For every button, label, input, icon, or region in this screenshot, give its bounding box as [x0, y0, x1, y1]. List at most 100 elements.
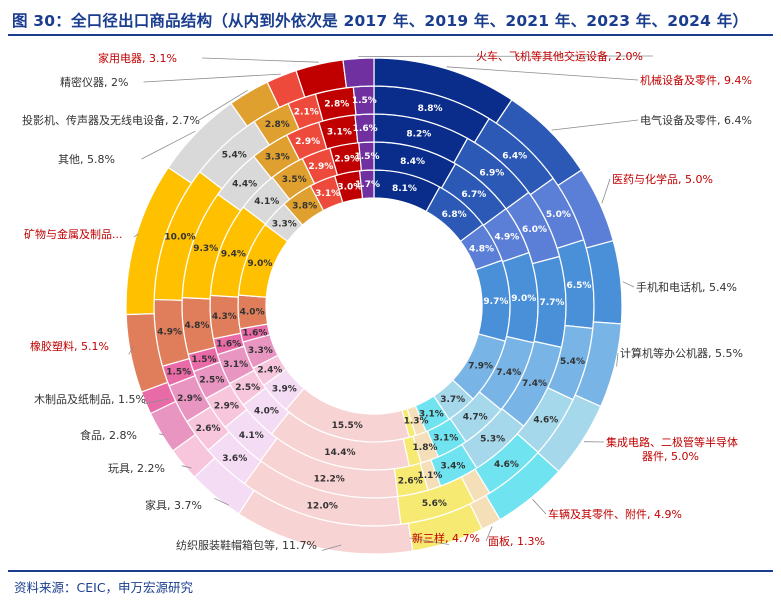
ring-3-label-cat-14: 4.8% — [185, 321, 210, 331]
ring-2-label-cat-17: 3.5% — [282, 175, 307, 185]
ring-1-label-cat-12: 3.3% — [248, 346, 273, 356]
category-label-cat-11: 玩具, 2.2% — [108, 462, 165, 475]
ring-5-segment-cat-20 — [342, 57, 375, 89]
ring-2-label-cat-4: 7.4% — [496, 368, 521, 378]
chart-title: 图 30：全口径出口商品结构（从内到外依次是 2017 年、2019 年、202… — [12, 12, 749, 30]
category-label-cat-16: 其他, 5.8% — [58, 153, 115, 166]
source-rule — [8, 570, 773, 572]
leader-line-cat-0 — [446, 66, 639, 81]
ring-4-label-cat-6: 4.6% — [494, 460, 519, 470]
category-label-cat-8: 新三样, 4.7% — [412, 531, 480, 545]
ring-2-label-cat-14: 4.3% — [212, 312, 237, 322]
leader-line-cat-19 — [201, 57, 319, 63]
ring-1-label-cat-2: 4.8% — [469, 244, 494, 254]
ring-3-label-cat-13: 1.5% — [192, 355, 217, 365]
ring-4-label-cat-2: 5.0% — [546, 210, 571, 220]
ring-3-label-cat-15: 9.3% — [193, 244, 218, 254]
ring-3-label-cat-10: 4.1% — [239, 431, 264, 441]
leader-line-cat-18 — [143, 73, 281, 83]
leader-line-cat-11 — [181, 465, 192, 469]
leader-line-cat-15 — [133, 233, 139, 238]
category-label-cat-18: 精密仪器, 2% — [60, 75, 128, 89]
ring-4-label-cat-12: 2.9% — [177, 394, 202, 404]
leader-line-cat-14 — [128, 345, 135, 355]
ring-3-label-cat-7: 1.1% — [417, 471, 442, 481]
category-label-layer: 机械设备及零件, 9.4% 电气设备及零件, 6.4% 医药与化学品, 5.0% 手机… — [22, 49, 752, 552]
ring-2-label-cat-10: 4.0% — [254, 407, 279, 417]
ring-2-label-cat-0: 8.4% — [400, 157, 425, 167]
ring-2-label-cat-19: 2.9% — [334, 155, 359, 165]
ring-1-label-cat-16: 3.3% — [272, 219, 297, 229]
ring-2-label-cat-1: 6.7% — [461, 190, 486, 200]
ring-3-label-cat-20: 1.6% — [353, 124, 378, 134]
category-label-cat-5: 集成电路、二极管等半导体器件, 5.0% — [606, 435, 738, 463]
title-bar: 图 30：全口径出口商品结构（从内到外依次是 2017 年、2019 年、202… — [8, 6, 773, 36]
segment-label-layer: 8.1%6.8%4.8%9.7%7.9%3.7%3.1%1.3%15.5%3.9… — [157, 96, 591, 511]
leader-line-cat-10 — [214, 497, 229, 506]
ring-2-label-cat-9: 14.4% — [324, 448, 355, 458]
ring-3-label-cat-2: 6.0% — [522, 225, 547, 235]
ring-1-label-cat-1: 6.8% — [442, 210, 467, 220]
ring-3-label-cat-17: 3.3% — [265, 153, 290, 163]
ring-2-label-cat-5: 4.7% — [463, 413, 488, 423]
ring-4-label-cat-16: 5.4% — [222, 151, 247, 161]
leader-line-cat-1 — [551, 119, 639, 131]
ring-1-label-cat-11: 2.4% — [257, 366, 282, 376]
leader-line-layer — [128, 55, 654, 551]
ring-1-label-cat-14: 4.0% — [240, 307, 265, 317]
leader-line-cat-2 — [601, 178, 611, 204]
leader-line-cat-3 — [622, 281, 635, 288]
ring-4-label-cat-8: 5.6% — [422, 499, 447, 509]
ring-4-label-cat-18: 2.1% — [294, 107, 319, 117]
ring-1-label-cat-7: 1.3% — [404, 417, 429, 427]
leader-line-cat-7 — [485, 526, 493, 542]
ring-layer — [125, 57, 623, 555]
ring-4-label-cat-0: 8.8% — [418, 104, 443, 114]
leader-line-cat-13 — [143, 398, 169, 405]
ring-1-label-cat-19: 3.0% — [337, 182, 362, 192]
category-label-cat-6: 车辆及其零件、附件, 4.9% — [548, 507, 682, 521]
ring-1-label-cat-6: 3.1% — [419, 410, 444, 420]
ring-4-label-cat-3: 6.5% — [566, 281, 591, 291]
ring-4-label-cat-13: 1.5% — [166, 368, 191, 378]
ring-4-label-cat-4: 5.4% — [560, 357, 585, 367]
ring-3-label-cat-19: 3.1% — [327, 127, 352, 137]
ring-3-label-cat-8: 2.6% — [398, 476, 423, 486]
ring-2-label-cat-20: 1.5% — [355, 152, 380, 162]
ring-3-label-cat-5: 5.3% — [480, 435, 505, 445]
ring-4-label-cat-14: 4.9% — [157, 327, 182, 337]
category-label-cat-12: 食品, 2.8% — [80, 428, 137, 442]
leader-line-cat-4 — [616, 352, 619, 367]
ring-3-label-cat-0: 8.2% — [406, 130, 431, 140]
ring-3-label-cat-16: 4.4% — [232, 180, 257, 190]
ring-1-label-cat-5: 3.7% — [440, 395, 465, 405]
category-label-cat-19: 家用电器, 3.1% — [98, 51, 177, 65]
ring-3-label-cat-12: 2.5% — [199, 375, 224, 385]
ring-2-label-cat-7: 1.8% — [413, 443, 438, 453]
category-label-cat-3: 手机和电话机, 5.4% — [636, 280, 737, 294]
ring-2-label-cat-6: 3.1% — [433, 434, 458, 444]
ring-4-label-cat-17: 2.8% — [265, 120, 290, 130]
ring-4-label-cat-19: 2.8% — [324, 99, 349, 109]
ring-2-label-cat-2: 4.9% — [494, 232, 519, 242]
title-rule — [8, 34, 773, 36]
ring-2-label-cat-3: 9.0% — [511, 294, 536, 304]
ring-4-label-cat-9: 12.0% — [307, 501, 338, 511]
ring-4-label-cat-10: 3.6% — [222, 454, 247, 464]
leader-line-cat-8 — [409, 537, 449, 545]
leader-line-cat-20 — [358, 55, 654, 57]
ring-1-label-cat-3: 9.7% — [483, 297, 508, 307]
ring-3-label-cat-6: 3.4% — [440, 462, 465, 472]
ring-2-label-cat-18: 2.9% — [308, 162, 333, 172]
category-label-cat-13: 木制品及纸制品, 1.5% — [34, 393, 146, 406]
leader-line-cat-9 — [321, 544, 342, 551]
ring-4-label-cat-15: 10.0% — [164, 233, 195, 243]
ring-3-label-cat-1: 6.9% — [479, 169, 504, 179]
ring-2-label-cat-13: 1.6% — [216, 339, 241, 349]
category-label-cat-10: 家具, 3.7% — [145, 498, 202, 512]
category-label-cat-20: 火车、飞机等其他交运设备, 2.0% — [476, 49, 643, 63]
ring-1-label-cat-13: 1.6% — [242, 328, 267, 338]
category-label-cat-1: 电气设备及零件, 6.4% — [640, 113, 752, 127]
